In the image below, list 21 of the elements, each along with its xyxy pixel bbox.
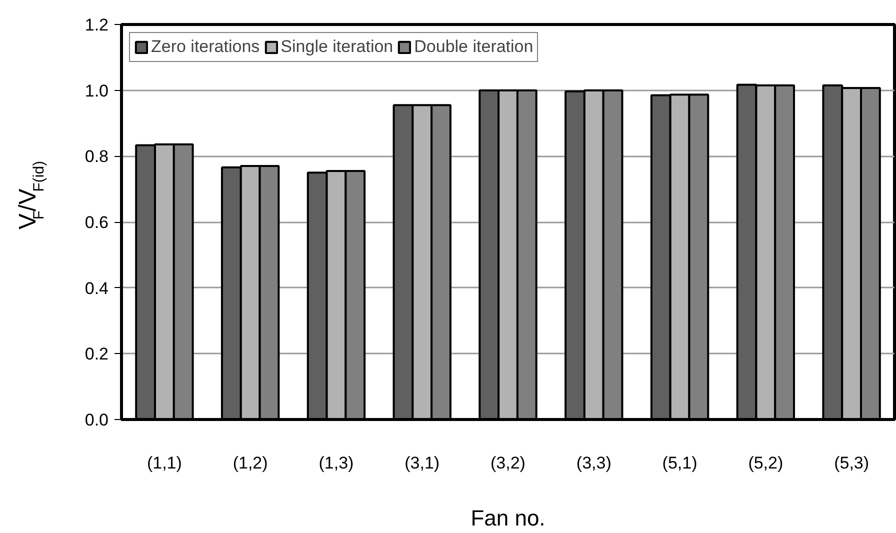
x-tick-label: (5,3)	[834, 454, 870, 472]
x-tick-label: (1,2)	[232, 454, 268, 472]
x-tick-label: (3,3)	[576, 454, 612, 472]
y-tick-label: 0.2	[84, 344, 109, 364]
y-tick-label: 1.2	[84, 16, 109, 34]
x-tick-label: (1,3)	[318, 454, 354, 472]
y-tick-label: 0.0	[84, 410, 109, 430]
x-axis-title: Fan no.	[470, 506, 546, 530]
y-tick-label: 1.0	[84, 81, 109, 100]
x-tick-label: (3,1)	[404, 454, 440, 472]
x-tick-label: (5,2)	[748, 454, 784, 472]
y-tick-label: 0.4	[84, 278, 109, 298]
legend-label: Zero iterations	[151, 37, 260, 57]
y-tick-label: 0.6	[84, 213, 109, 232]
y-tick-label: 0.8	[84, 147, 109, 166]
legend-label: Single iteration	[280, 37, 394, 57]
y-axis-title: VF/VF(id)	[14, 160, 48, 230]
x-tick-label: (5,1)	[662, 454, 698, 472]
legend-label: Double iteration	[414, 37, 534, 57]
x-tick-label: (3,2)	[490, 454, 526, 472]
x-tick-label: (1,1)	[146, 454, 182, 472]
